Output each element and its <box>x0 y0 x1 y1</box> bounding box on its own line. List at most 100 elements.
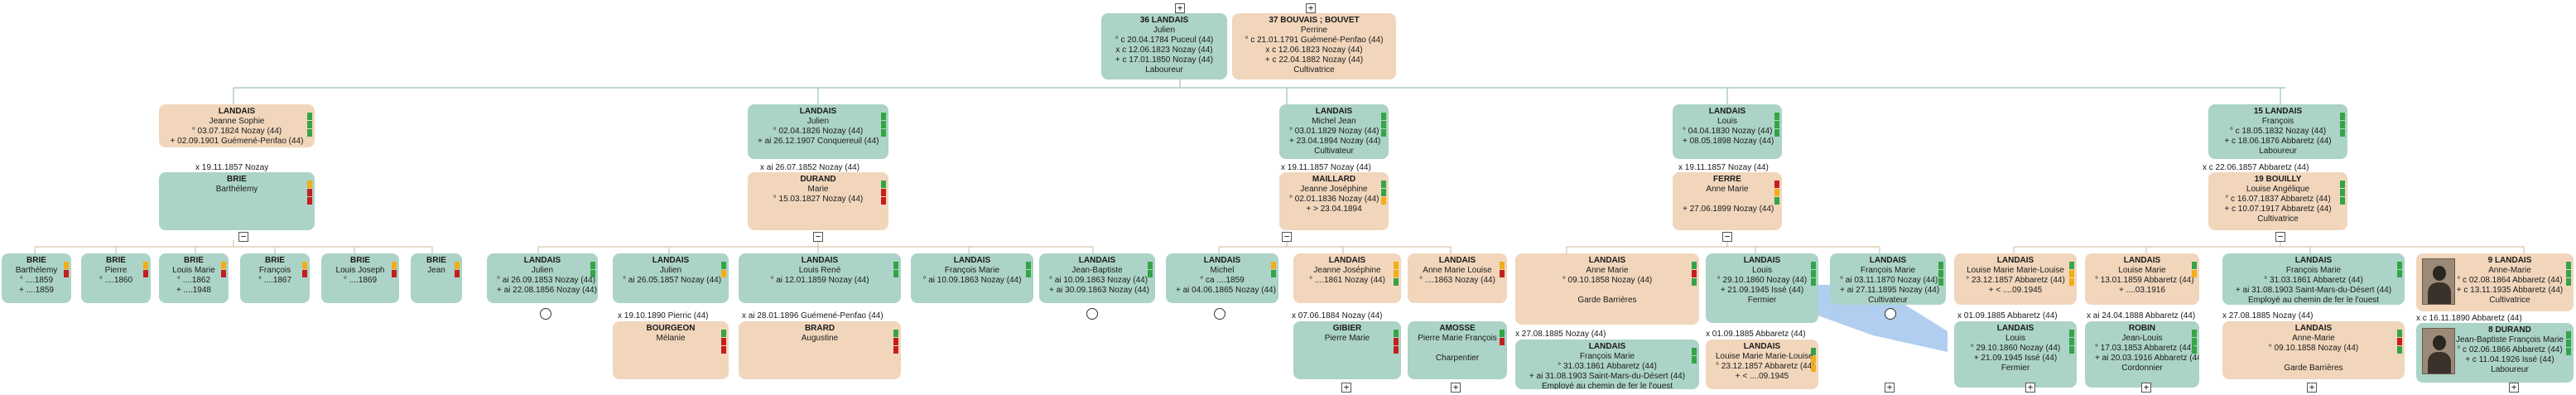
person-card[interactable]: LANDAIS Jeanne Joséphine ° ....1861 Nozay … <box>1293 253 1401 303</box>
person-card[interactable]: LANDAIS Louis ° 29.10.1860 Nozay (44) + 21.… <box>1706 253 1818 323</box>
person-name: LANDAIS <box>1964 256 2067 266</box>
expand-ancestors-button[interactable]: + <box>1306 3 1316 13</box>
person-card[interactable]: BRARD Augustine <box>739 321 901 379</box>
person-card[interactable]: BRIE Barthélemy ° ....1859 + ....1859 <box>2 253 71 303</box>
person-card[interactable]: 15 LANDAIS François ° c 18.05.1832 Nozay (… <box>2208 104 2347 159</box>
person-detail: ° c 20.04.1784 Puceul (44) <box>1115 36 1214 45</box>
person-card[interactable]: LANDAIS Jeanne Sophie ° 03.07.1824 Nozay (… <box>159 104 315 147</box>
person-card[interactable]: BRIE François ° ....1867 <box>240 253 310 303</box>
person-detail: ° ai 12.01.1859 Nozay (44) <box>770 276 869 285</box>
no-descendant-icon <box>1214 308 1225 320</box>
source-missing-icon <box>143 270 148 277</box>
expand-descendants-button[interactable]: + <box>2025 383 2035 393</box>
person-card[interactable]: 19 BOUILLY Louise Angélique ° c 16.07.1837… <box>2208 172 2347 230</box>
source-ok-icon <box>1811 270 1816 277</box>
person-card[interactable]: LANDAIS Louis ° 04.04.1830 Nozay (44) + 08.… <box>1673 104 1782 159</box>
person-card[interactable]: BRIE Louis Joseph ° ....1869 <box>321 253 399 303</box>
person-detail: ° ai 10.09.1863 Nozay (44) <box>922 276 1022 285</box>
person-detail: ° c 02.08.1864 Abbaretz (44) <box>2457 276 2563 285</box>
person-card[interactable]: LANDAIS Anne-Marie ° 09.10.1858 Nozay (44)… <box>2222 321 2405 379</box>
expand-descendants-button[interactable]: + <box>1885 383 1895 393</box>
source-ok-icon <box>590 270 595 277</box>
source-partial-icon <box>1811 356 1816 364</box>
person-card[interactable]: AMOSSE Pierre Marie François Charpentier <box>1408 321 1507 379</box>
source-ok-icon <box>2069 262 2074 269</box>
collapse-descendants-button[interactable]: − <box>2275 232 2285 242</box>
source-flags <box>1938 262 1943 287</box>
person-card[interactable]: GIBIER Pierre Marie <box>1293 321 1401 379</box>
person-detail: ° 13.01.1859 Abbaretz (44) <box>2095 276 2194 285</box>
person-detail: + c 18.06.1876 Abbaretz (44) <box>2224 137 2332 146</box>
source-missing-icon <box>455 270 460 277</box>
person-card[interactable]: 37 BOUVAIS ; BOUVET Perrine ° c 21.01.17… <box>1232 13 1396 79</box>
collapse-descendants-button[interactable]: − <box>1722 232 1732 242</box>
surname: DURAND <box>800 175 836 184</box>
person-card[interactable]: LANDAIS Louise Marie Marie-Louise ° 23.12.… <box>1706 340 1818 389</box>
source-partial-icon <box>221 262 226 269</box>
person-detail: ° ....1860 <box>99 276 133 285</box>
expand-descendants-button[interactable]: + <box>2141 383 2151 393</box>
person-card[interactable]: LANDAIS François Marie ° 31.03.1861 Abbare… <box>1515 340 1699 389</box>
person-card[interactable]: BOURGEON Mélanie <box>613 321 729 379</box>
person-detail: + c 11.04.1926 Issé (44) <box>2465 355 2554 364</box>
source-ok-icon <box>1811 348 1816 355</box>
source-partial-icon <box>64 262 69 269</box>
person-card[interactable]: LANDAIS François Marie ° ai 10.09.1863 Noz… <box>911 253 1033 303</box>
person-card[interactable]: LANDAIS Julien ° ai 26.05.1857 Nozay (44) <box>613 253 729 303</box>
person-card[interactable]: LANDAIS François Marie ° 31.03.1861 Abbare… <box>2222 253 2405 305</box>
person-given: Anne Marie Louise <box>1423 266 1492 275</box>
expand-descendants-button[interactable]: + <box>1451 383 1461 393</box>
source-missing-icon <box>893 346 898 354</box>
person-card[interactable]: LANDAIS Louis René ° ai 12.01.1859 Nozay (… <box>739 253 901 303</box>
collapse-descendants-button[interactable]: − <box>238 232 248 242</box>
person-given: Louis Marie <box>172 266 215 275</box>
person-card[interactable]: BRIE Louis Marie ° ....1862 + ....1948 <box>159 253 229 303</box>
expand-descendants-button[interactable]: + <box>1341 383 1351 393</box>
surname: LANDAIS <box>1708 107 1746 116</box>
source-partial-icon <box>1774 189 1779 196</box>
person-detail: Garde Barrières <box>1577 296 1637 305</box>
person-card[interactable]: MAILLARD Jeanne Joséphine ° 02.01.1836 Noz… <box>1279 172 1389 230</box>
person-card[interactable]: LANDAIS Anne Marie Louise ° ....1863 Nozay… <box>1408 253 1507 303</box>
person-card[interactable]: LANDAIS François Marie ° ai 03.11.1870 Noz… <box>1830 253 1946 305</box>
person-card[interactable]: LANDAIS Louis ° 29.10.1860 Nozay (44) + 21.… <box>1954 321 2077 388</box>
source-ok-icon <box>881 129 886 137</box>
person-card[interactable]: LANDAIS Louise Marie Marie-Louise ° 23.12.… <box>1954 253 2077 305</box>
person-card[interactable]: BRIE Barthélemy <box>159 172 315 230</box>
person-card[interactable]: LANDAIS Louise Marie ° 13.01.1859 Abbaretz… <box>2085 253 2199 305</box>
person-card[interactable]: FERRE Anne Marie + 27.06.1899 Nozay (44) <box>1673 172 1782 230</box>
expand-ancestors-button[interactable]: + <box>1175 3 1185 13</box>
person-card[interactable]: LANDAIS Julien ° ai 26.09.1853 Nozay (44) +… <box>487 253 598 303</box>
person-detail: ° 03.07.1824 Nozay (44) <box>191 127 282 136</box>
person-card[interactable]: DURAND Marie ° 15.03.1827 Nozay (44) <box>748 172 888 230</box>
person-card[interactable]: LANDAIS Michel ° ca ....1859 + ai 04.06.186… <box>1166 253 1278 303</box>
person-detail: Charpentier <box>1435 354 1480 363</box>
person-name: BRIE <box>169 175 305 185</box>
person-card[interactable]: LANDAIS Michel Jean ° 03.01.1829 Nozay (44… <box>1279 104 1389 159</box>
person-card[interactable]: LANDAIS Julien ° 02.04.1826 Nozay (44) + ai… <box>748 104 888 159</box>
expand-descendants-button[interactable]: + <box>2509 383 2519 393</box>
person-card[interactable]: BRIE Jean <box>411 253 462 303</box>
person-card[interactable]: BRIE Pierre ° ....1860 <box>81 253 151 303</box>
collapse-descendants-button[interactable]: − <box>813 232 823 242</box>
person-card[interactable]: 36 LANDAIS Julien ° c 20.04.1784 Puceul … <box>1101 13 1227 79</box>
source-flags <box>1148 262 1153 278</box>
person-given: Anne Marie <box>1706 185 1749 194</box>
person-card[interactable]: LANDAIS Anne Marie ° 09.10.1858 Nozay (44)… <box>1515 253 1699 325</box>
collapse-descendants-button[interactable]: − <box>1282 232 1292 242</box>
source-flags <box>221 262 226 278</box>
source-flags <box>2566 331 2571 356</box>
surname: LANDAIS <box>953 256 991 265</box>
source-flags <box>1381 113 1386 137</box>
person-name: DURAND <box>758 175 879 185</box>
source-missing-icon <box>64 270 69 277</box>
surname: BRIE <box>26 256 46 265</box>
surname: GIBIER <box>1332 324 1362 333</box>
person-given: Barthélemy <box>15 266 58 275</box>
source-ok-icon <box>307 129 312 137</box>
person-card[interactable]: LANDAIS Jean-Baptiste ° ai 10.09.1863 Noza… <box>1039 253 1155 303</box>
source-ok-icon <box>893 270 898 277</box>
expand-descendants-button[interactable]: + <box>2307 383 2317 393</box>
source-ok-icon <box>1026 262 1031 269</box>
person-card[interactable]: ROBIN Jean-Louis ° 17.03.1853 Abbaretz (44… <box>2085 321 2199 388</box>
